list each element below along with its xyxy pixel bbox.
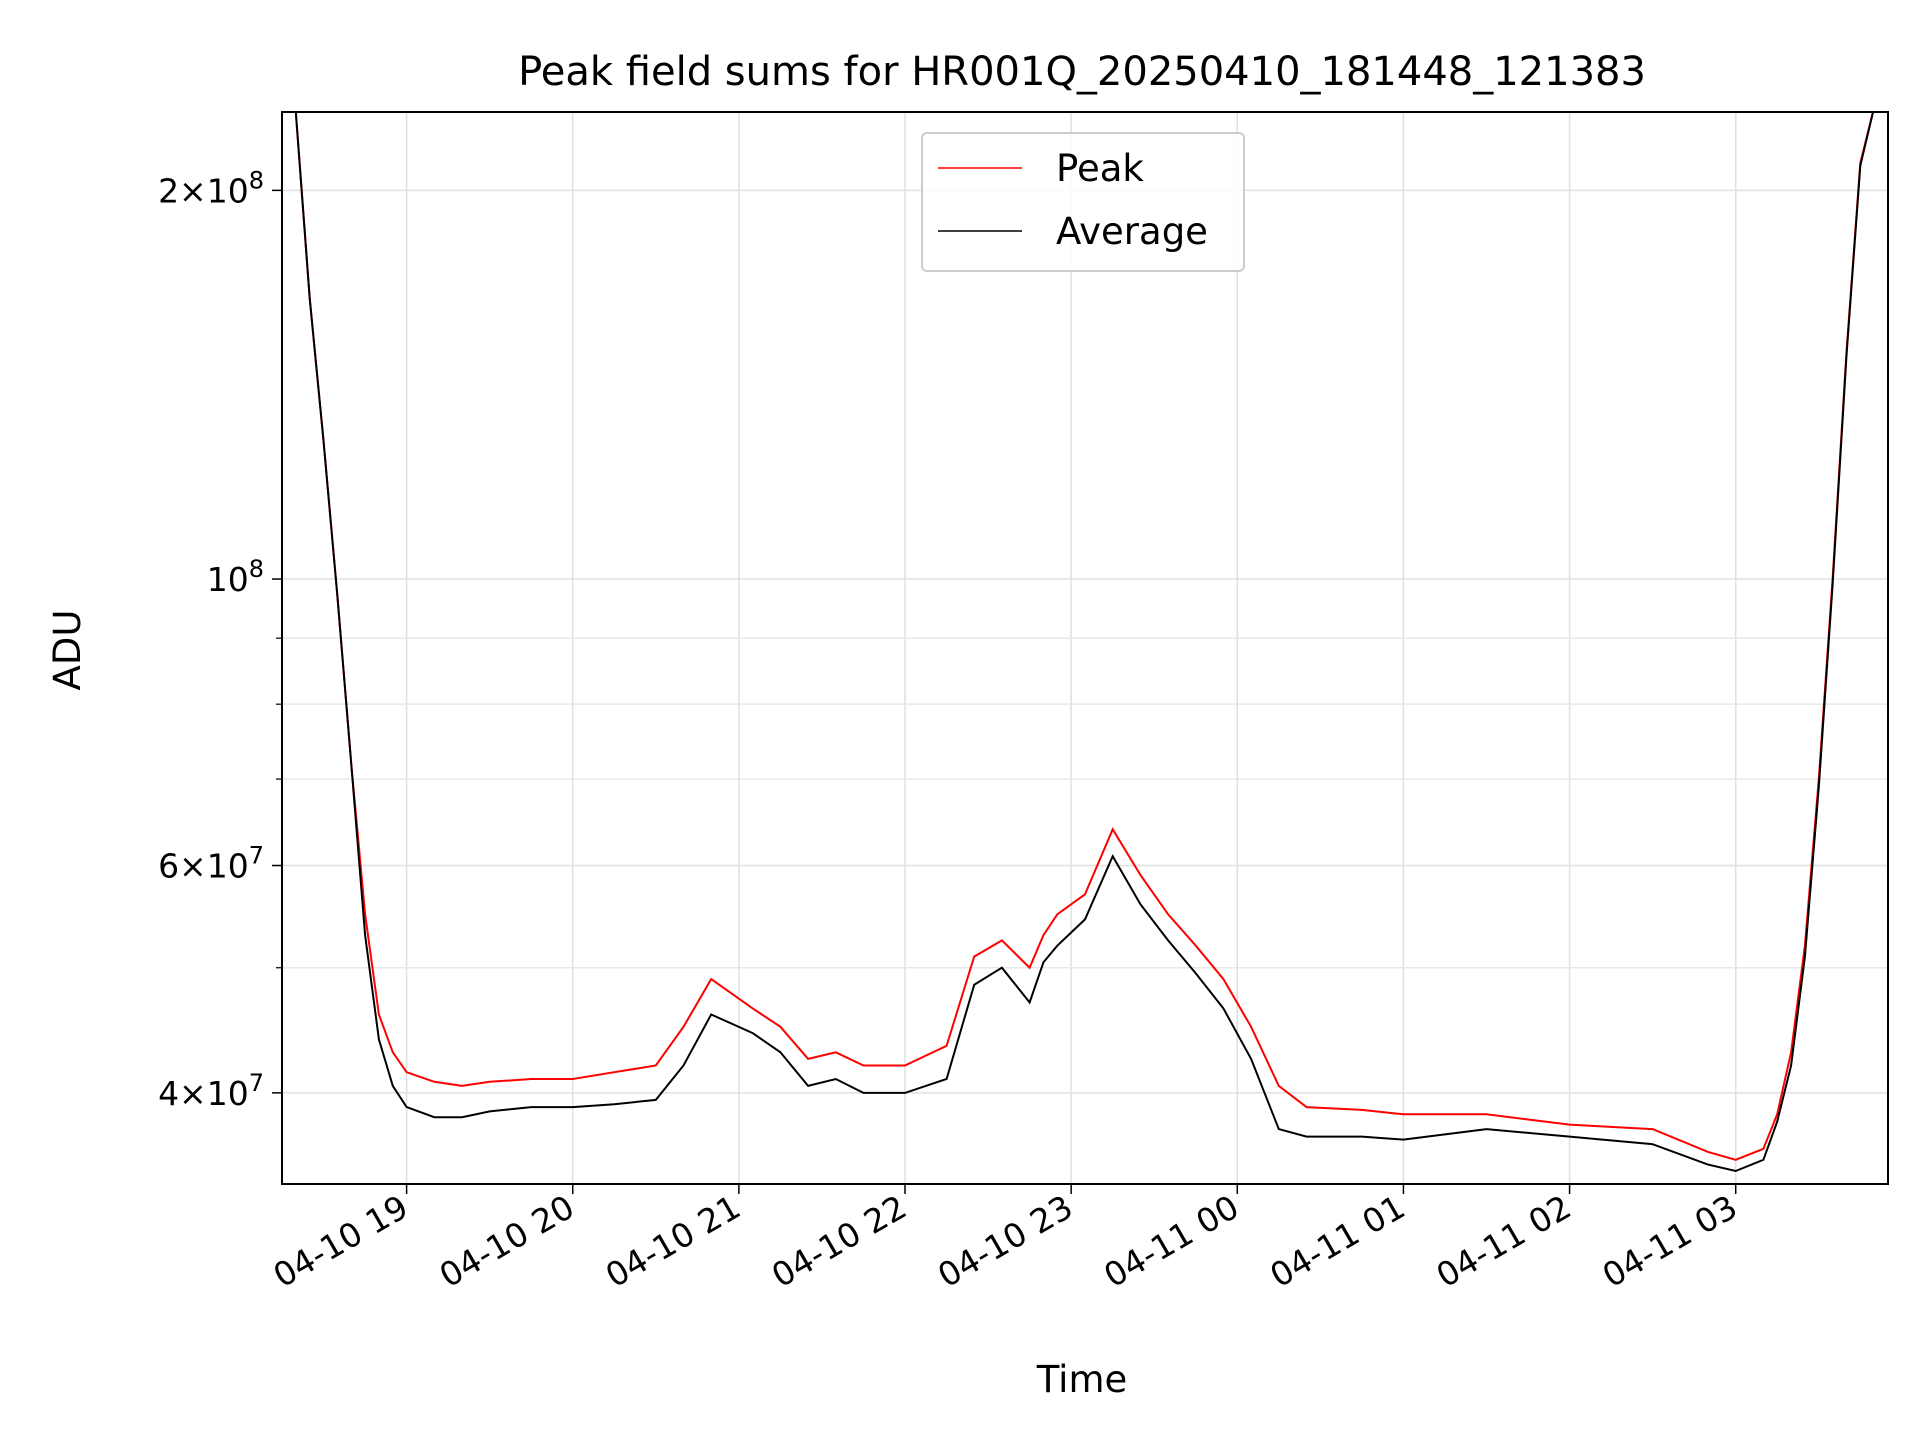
x-tick-label: 04-10 20 [433, 1187, 581, 1295]
x-tick-label: 04-10 23 [931, 1187, 1079, 1295]
y-tick-label: 108 [207, 555, 264, 599]
legend-label-peak: Peak [1056, 147, 1144, 190]
chart-title: Peak field sums for HR001Q_20250410_1814… [518, 49, 1646, 95]
grid [282, 112, 1888, 1184]
series-line-average [292, 112, 1875, 1173]
y-axis-label: ADU [46, 610, 89, 691]
plot-frame [281, 111, 1889, 1185]
x-tick-label: 04-11 03 [1596, 1187, 1744, 1295]
x-tick-label: 04-10 19 [267, 1187, 415, 1295]
y-tick-label: 2×108 [158, 166, 264, 210]
y-axis-ticks: 4×107 6×107 108 2×108 [158, 166, 282, 1113]
x-tick-label: 04-10 21 [599, 1187, 747, 1295]
x-axis-label: Time [1036, 1358, 1128, 1401]
y-tick-label: 4×107 [158, 1069, 264, 1113]
x-tick-label: 04-11 02 [1430, 1187, 1578, 1295]
x-tick-label: 04-10 22 [765, 1187, 913, 1295]
y-tick-label: 6×107 [158, 842, 264, 886]
legend-label-average: Average [1056, 210, 1208, 253]
x-axis-ticks: 04-10 19 04-10 20 04-10 21 04-10 22 04-10 23… [267, 1184, 1744, 1295]
x-tick-label: 04-11 01 [1263, 1187, 1411, 1295]
series-line-peak [292, 112, 1875, 1161]
legend: Peak Average [921, 132, 1245, 272]
series-layer [292, 112, 1875, 1173]
x-tick-label: 04-11 00 [1097, 1187, 1245, 1295]
